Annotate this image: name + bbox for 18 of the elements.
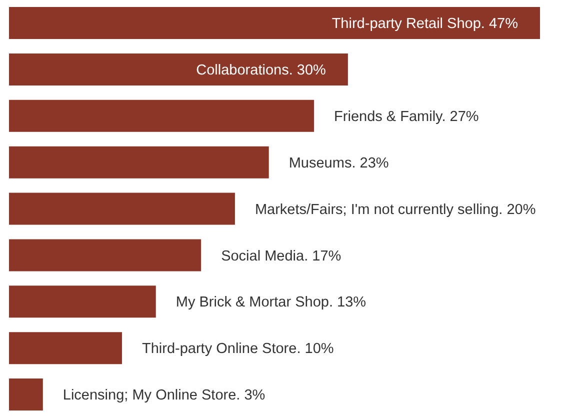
bar — [9, 53, 348, 86]
bar — [9, 192, 235, 225]
data-label: My Brick & Mortar Shop. 13% — [176, 294, 366, 311]
bar — [9, 286, 156, 318]
data-label: Social Media. 17% — [221, 248, 342, 264]
bar — [9, 100, 314, 132]
data-label: Third-party Retail Shop. 47% — [332, 16, 518, 32]
bar — [9, 239, 202, 272]
data-label: Third-party Online Store. 10% — [142, 341, 334, 358]
bar — [9, 146, 269, 178]
data-label: Museums. 23% — [288, 155, 389, 172]
data-label: Licensing; My Online Store. 3% — [62, 388, 266, 404]
data-label: Collaborations. 30% — [196, 62, 326, 79]
bar — [9, 332, 122, 364]
data-label: Markets/Fairs; I'm not currently selling. 20% — [254, 202, 536, 218]
data-label: Friends & Family. 27% — [334, 108, 479, 125]
bar — [9, 7, 540, 39]
bar — [9, 378, 43, 411]
